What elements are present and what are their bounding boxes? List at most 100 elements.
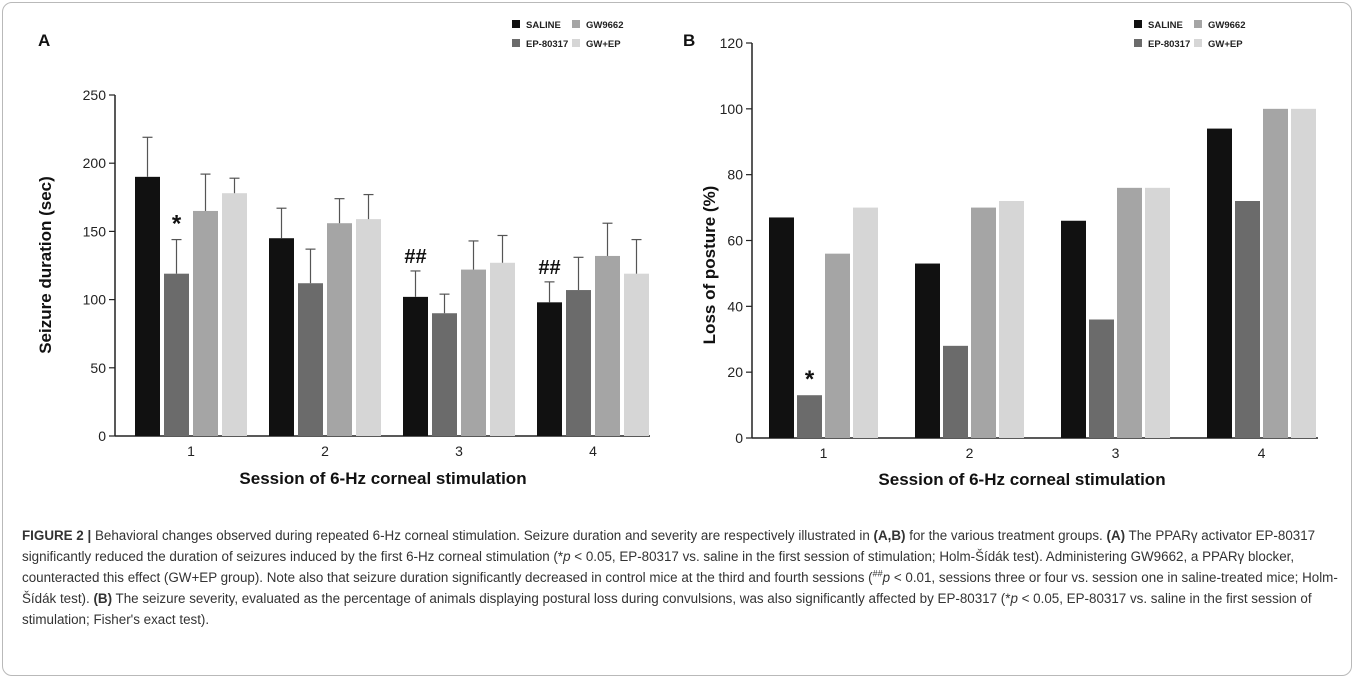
significance-hash: ## [538, 257, 560, 279]
bar [537, 302, 562, 436]
legend-item: GW9662 [572, 20, 624, 31]
legend-swatch [1194, 20, 1202, 28]
legend-swatch [512, 20, 520, 28]
legend-swatch [1134, 20, 1142, 28]
caption-text: The seizure severity, evaluated as the p… [112, 591, 1011, 606]
bar [327, 223, 352, 436]
x-tick-label: 2 [966, 445, 974, 461]
y-axis-title: Seizure duration (sec) [36, 176, 55, 354]
x-tick-label: 1 [820, 445, 828, 461]
y-tick-label: 100 [83, 292, 107, 308]
bar [298, 283, 323, 436]
bar [461, 269, 486, 436]
legend-swatch [572, 39, 580, 47]
legend-swatch [572, 20, 580, 28]
legend-item: SALINE [512, 20, 561, 31]
bar [1235, 201, 1260, 438]
legend-item: SALINE [1134, 20, 1183, 31]
bar [1089, 319, 1114, 438]
legend-swatch [512, 39, 520, 47]
caption-text: for the various treatment groups. [905, 528, 1107, 543]
bar [164, 273, 189, 436]
y-axis-title: Loss of posture (%) [700, 186, 719, 345]
bar [222, 193, 247, 436]
legend-label: GW9662 [1208, 20, 1246, 31]
bar [595, 255, 620, 436]
legend-item: GW+EP [572, 39, 621, 50]
x-axis-title: Session of 6-Hz corneal stimulation [878, 470, 1165, 489]
bar [825, 253, 850, 438]
panel-label: A [38, 31, 50, 50]
caption-p-symbol: p [1010, 591, 1018, 606]
figure-caption: FIGURE 2 | Behavioral changes observed d… [22, 525, 1340, 630]
caption-panel-ref: (A,B) [873, 528, 906, 543]
caption-superscript: ## [872, 568, 883, 579]
y-tick-label: 250 [83, 87, 107, 103]
legend-item: EP-80317 [512, 39, 568, 50]
caption-text: < 0.05, EP-80317 vs. saline in the first… [22, 591, 1312, 627]
x-axis-title: Session of 6-Hz corneal stimulation [239, 469, 526, 488]
caption-text: < 0.05, EP-80317 vs. saline in the first… [22, 549, 1295, 585]
legend-label: SALINE [526, 20, 561, 31]
bar [1145, 187, 1170, 438]
bar [566, 290, 591, 436]
y-tick-label: 80 [727, 167, 743, 183]
bar [1117, 187, 1142, 438]
bar [624, 273, 649, 436]
y-tick-label: 150 [83, 223, 107, 239]
x-tick-label: 1 [187, 443, 195, 459]
legend-item: GW+EP [1194, 39, 1243, 50]
caption-text: The PPARγ activator EP-80317 significant… [22, 528, 1316, 564]
bar [943, 345, 968, 438]
chart-panel-a: A 0 50 100 150 200 250 Seizure duration (sec) Se… [36, 20, 650, 488]
bar [915, 263, 940, 438]
legend-swatch [1134, 39, 1142, 47]
panel-label: B [683, 31, 695, 50]
y-tick-label: 0 [98, 428, 106, 444]
bar [269, 238, 294, 436]
bar [999, 201, 1024, 438]
x-tick-label: 4 [1258, 445, 1266, 461]
legend-swatch [1194, 39, 1202, 47]
caption-text: < 0.01, sessions three or four vs. sessi… [22, 570, 1338, 606]
y-tick-label: 0 [735, 430, 743, 446]
legend-label: EP-80317 [1148, 39, 1190, 50]
bar [193, 210, 218, 436]
y-tick-label: 60 [727, 233, 743, 249]
y-tick-label: 100 [720, 101, 744, 117]
bar [1291, 108, 1316, 438]
caption-panel-ref: (B) [93, 591, 113, 606]
significance-asterisk: * [805, 366, 815, 393]
y-tick-label: 20 [727, 364, 743, 380]
bar [490, 262, 515, 436]
y-tick-label: 50 [90, 360, 106, 376]
legend-item: EP-80317 [1134, 39, 1190, 50]
bar [797, 395, 822, 438]
x-tick-label: 4 [589, 443, 597, 459]
caption-p-symbol: p [882, 570, 891, 585]
bar [1207, 128, 1232, 439]
bar [403, 296, 428, 436]
legend-label: GW+EP [1208, 39, 1243, 50]
caption-figure-label: FIGURE 2 | [22, 528, 92, 543]
legend-label: EP-80317 [526, 39, 568, 50]
y-tick-label: 40 [727, 298, 743, 314]
bar [853, 207, 878, 438]
legend-label: GW9662 [586, 20, 624, 31]
chart-panel-b: B 0 20 40 60 80 100 120 Loss of posture (%) Sessi… [683, 20, 1318, 489]
legend-label: GW+EP [586, 39, 621, 50]
bar [1061, 220, 1086, 438]
bar [356, 219, 381, 436]
y-tick-label: 200 [83, 155, 107, 171]
bar [135, 176, 160, 436]
x-tick-label: 3 [1112, 445, 1120, 461]
significance-hash: ## [404, 246, 426, 268]
bar [769, 217, 794, 438]
x-tick-label: 2 [321, 443, 329, 459]
bar [1263, 108, 1288, 438]
legend-item: GW9662 [1194, 20, 1246, 31]
legend-label: SALINE [1148, 20, 1183, 31]
caption-panel-ref: (A) [1106, 528, 1126, 543]
